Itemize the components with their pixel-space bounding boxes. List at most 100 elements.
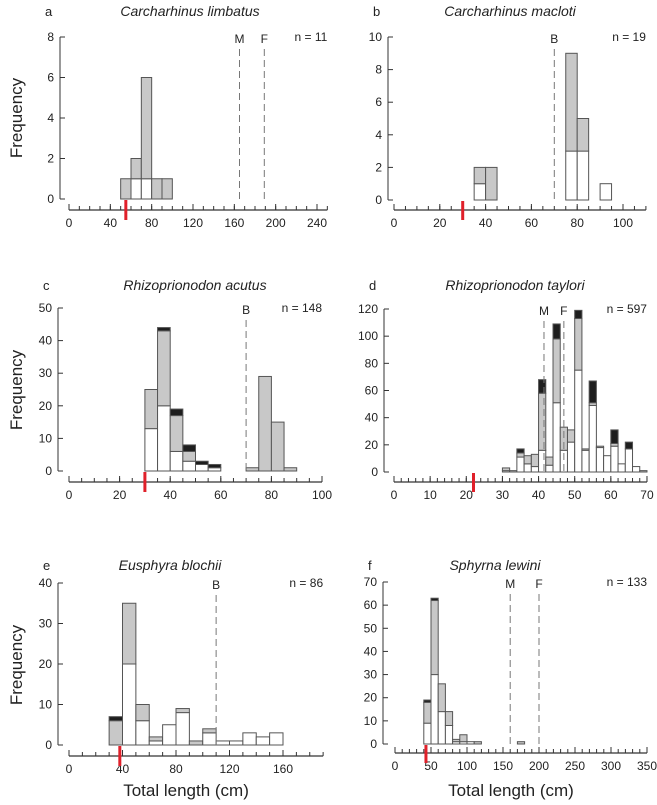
bar-segment-gray [202,728,217,734]
bar-segment-white [157,405,171,472]
y-tick-label: 60 [364,598,378,612]
panel-letter: a [45,4,53,19]
bar-segment-white [566,441,576,473]
bar-segment-black [108,716,123,722]
bar-segment-gray [188,740,204,746]
bar-segment-white [523,463,532,473]
bar-segment-gray [566,429,576,443]
bar-segment-white [130,178,142,200]
x-tick-label: 10 [423,488,437,502]
x-tick-label: 50 [424,759,438,773]
bar-segment-gray [423,701,432,724]
bar-segment-white [423,722,432,745]
maturity-line-label: B [242,303,250,317]
x-tick-label: 20 [113,488,127,502]
bar-segment-gray [151,178,163,200]
bar-segment-gray [523,455,532,465]
x-tick-label: 0 [391,216,398,230]
y-tick-label: 2 [47,152,54,166]
y-tick-label: 10 [369,30,383,44]
bar-segment-gray [444,711,454,726]
x-tick-label: 70 [640,488,654,502]
maturity-line-label: F [560,304,567,318]
bar-segment-black [182,444,197,452]
bar-segment-gray [161,178,173,200]
bar-segment-gray [516,452,525,458]
bar-segment-gray [509,470,518,473]
bar-segment-white [162,724,177,746]
y-tick-label: 20 [364,691,378,705]
bar-segment-gray [452,738,461,743]
bar-segment-white [444,724,454,745]
bar-segment-white [576,150,590,201]
bar-segment-gray [552,338,561,404]
x-axis-label: Total length (cm) [448,781,574,800]
x-tick-label: 120 [219,762,239,776]
bar-segment-white [269,732,284,746]
bar-segment-gray [485,166,498,201]
bar-segment-white [229,740,244,746]
y-tick-label: 2 [375,160,382,174]
bar-segment-white [599,183,613,201]
x-tick-label: 40 [116,762,130,776]
x-tick-label: 20 [460,488,474,502]
x-tick-label: 160 [224,216,244,230]
x-tick-label: 100 [457,759,477,773]
y-tick-label: 40 [365,411,379,425]
bar-segment-black [574,309,583,320]
y-tick-label: 0 [370,737,377,751]
y-tick-label: 20 [39,399,53,413]
y-tick-label: 30 [39,366,53,380]
sample-size-label: n = 133 [607,575,648,589]
bar-segment-gray [530,453,540,468]
x-tick-label: 0 [391,488,398,502]
x-tick-label: 240 [307,216,327,230]
bar-segment-white [516,456,525,473]
x-tick-label: 60 [604,488,618,502]
bar-segment-gray [135,704,150,722]
bar-segment-gray [130,158,142,180]
bar-segment-white [255,736,271,746]
bar-segment-black [538,379,547,394]
y-tick-label: 0 [45,738,52,752]
panel-f: f Sphyrna lewini n = 133 0 10 20 30 40 50 60 70 0 50… [364,557,657,800]
bar-segment-black [169,408,184,417]
x-tick-label: 0 [392,759,399,773]
bar-segment-white [588,404,597,473]
x-tick-label: 60 [525,216,539,230]
x-tick-label: 200 [529,759,549,773]
sample-size-label: n = 597 [607,302,648,316]
maturity-line-label: B [212,578,220,592]
panel-letter: c [43,278,50,293]
x-tick-label: 0 [66,216,73,230]
y-tick-label: 10 [39,698,53,712]
x-tick-label: 80 [145,216,159,230]
bar-segment-white [175,712,190,746]
bar-segment-white [603,455,612,473]
bar-segment-white [140,178,153,200]
x-tick-label: 100 [312,488,332,502]
y-tick-label: 60 [365,384,379,398]
y-axis-label: Frequency [7,77,26,158]
panel-letter: d [369,278,376,293]
bar-segment-white [169,450,184,472]
x-tick-label: 40 [532,488,546,502]
x-tick-label: 80 [169,762,183,776]
x-tick-label: 30 [496,488,510,502]
y-tick-label: 70 [364,575,378,589]
bar-segment-white [215,740,230,746]
x-tick-label: 40 [479,216,493,230]
panel-title: Carcharhinus macloti [444,3,576,19]
bar-segment-white [148,740,164,746]
maturity-line-label: M [539,304,549,318]
y-tick-label: 40 [39,334,53,348]
bar-segment-gray [157,330,171,407]
panel-letter: e [43,558,50,573]
bar-segment-gray [538,392,547,451]
bar-segment-gray [576,118,590,152]
x-tick-label: 0 [66,488,73,502]
panel-title: Sphyrna lewini [449,557,541,573]
bar-segment-white [617,463,626,473]
